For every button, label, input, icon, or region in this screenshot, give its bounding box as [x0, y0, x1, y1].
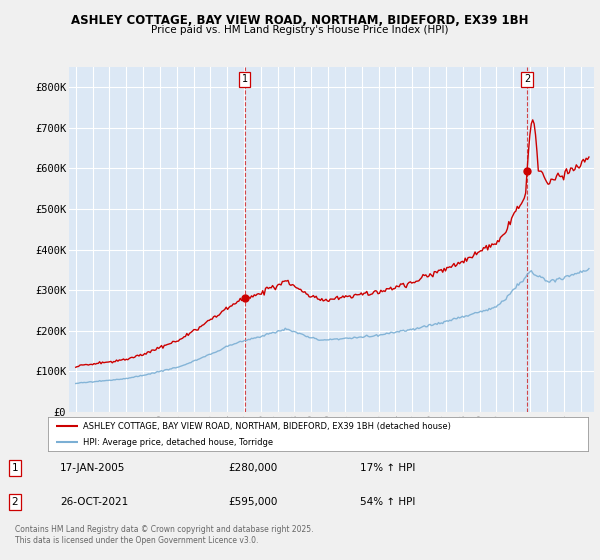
- Text: ASHLEY COTTAGE, BAY VIEW ROAD, NORTHAM, BIDEFORD, EX39 1BH (detached house): ASHLEY COTTAGE, BAY VIEW ROAD, NORTHAM, …: [83, 422, 451, 431]
- Text: 54% ↑ HPI: 54% ↑ HPI: [360, 497, 415, 507]
- Text: 2: 2: [11, 497, 19, 507]
- Text: 2: 2: [524, 74, 530, 85]
- Text: Contains HM Land Registry data © Crown copyright and database right 2025.
This d: Contains HM Land Registry data © Crown c…: [15, 525, 314, 545]
- Text: HPI: Average price, detached house, Torridge: HPI: Average price, detached house, Torr…: [83, 438, 273, 447]
- Text: 1: 1: [11, 463, 19, 473]
- Text: ASHLEY COTTAGE, BAY VIEW ROAD, NORTHAM, BIDEFORD, EX39 1BH: ASHLEY COTTAGE, BAY VIEW ROAD, NORTHAM, …: [71, 14, 529, 27]
- Text: 1: 1: [242, 74, 248, 85]
- Text: Price paid vs. HM Land Registry's House Price Index (HPI): Price paid vs. HM Land Registry's House …: [151, 25, 449, 35]
- Text: £595,000: £595,000: [228, 497, 277, 507]
- Text: £280,000: £280,000: [228, 463, 277, 473]
- Text: 17-JAN-2005: 17-JAN-2005: [60, 463, 125, 473]
- Text: 17% ↑ HPI: 17% ↑ HPI: [360, 463, 415, 473]
- Text: 26-OCT-2021: 26-OCT-2021: [60, 497, 128, 507]
